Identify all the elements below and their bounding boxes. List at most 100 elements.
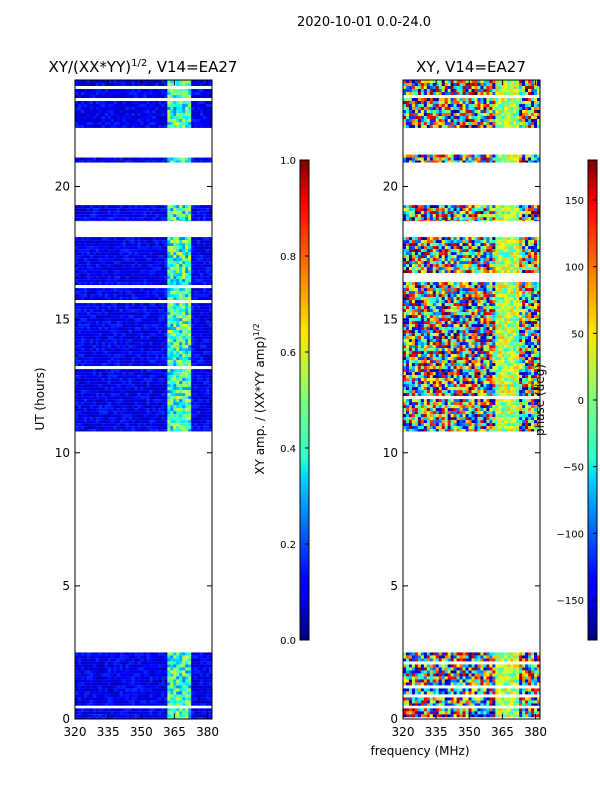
heatmap-cell xyxy=(101,113,106,116)
heatmap-cell xyxy=(191,98,195,101)
heatmap-cell xyxy=(92,321,97,325)
heatmap-cell xyxy=(191,291,195,295)
heatmap-cell xyxy=(137,279,141,283)
heatmap-cell xyxy=(191,217,195,221)
heatmap-cell xyxy=(75,267,79,271)
heatmap-cell xyxy=(146,330,150,334)
heatmap-cell xyxy=(167,255,171,259)
heatmap-cell xyxy=(161,306,165,310)
heatmap-cell xyxy=(185,246,189,250)
heatmap-cell xyxy=(113,351,117,355)
heatmap-cell xyxy=(152,86,156,89)
heatmap-cell xyxy=(89,267,94,271)
heatmap-cell xyxy=(203,291,207,295)
heatmap-cell xyxy=(209,306,213,310)
heatmap-cell xyxy=(200,714,204,718)
heatmap-cell xyxy=(152,348,156,352)
heatmap-cell xyxy=(119,240,123,244)
heatmap-cell xyxy=(116,312,120,316)
heatmap-cell xyxy=(167,408,171,412)
heatmap-cell xyxy=(80,711,85,715)
heatmap-cell xyxy=(110,414,115,418)
heatmap-cell xyxy=(191,267,195,271)
heatmap-cell xyxy=(191,408,195,412)
heatmap-cell xyxy=(161,363,165,367)
heatmap-cell xyxy=(95,345,100,349)
heatmap-cell xyxy=(92,261,97,265)
heatmap-cell xyxy=(113,664,117,668)
heatmap-cell xyxy=(191,694,195,698)
heatmap-cell xyxy=(200,711,204,715)
heatmap-cell xyxy=(173,679,177,683)
heatmap-cell xyxy=(176,348,180,352)
heatmap-cell xyxy=(161,655,165,659)
heatmap-cell xyxy=(203,330,207,334)
heatmap-cell xyxy=(113,306,117,310)
heatmap-cell xyxy=(116,276,120,280)
heatmap-cell xyxy=(158,309,162,313)
heatmap-cell xyxy=(182,208,186,212)
heatmap-cell xyxy=(77,670,82,674)
heatmap-cell xyxy=(86,217,91,221)
heatmap-cell xyxy=(83,92,88,95)
heatmap-cell xyxy=(83,104,88,107)
heatmap-cell xyxy=(137,417,141,421)
heatmap-cell xyxy=(89,378,94,382)
heatmap-cell xyxy=(125,89,129,92)
heatmap-cell xyxy=(89,208,94,212)
heatmap-cell xyxy=(194,205,198,209)
heatmap-cell xyxy=(92,205,97,209)
heatmap-cell xyxy=(137,288,141,292)
heatmap-cell xyxy=(179,360,183,364)
heatmap-cell xyxy=(167,252,171,256)
heatmap-cell xyxy=(203,315,207,319)
heatmap-cell xyxy=(173,315,177,319)
heatmap-cell xyxy=(194,682,198,686)
heatmap-cell xyxy=(170,217,174,221)
heatmap-cell xyxy=(194,86,198,89)
heatmap-cell xyxy=(104,387,109,391)
heatmap-cell xyxy=(188,711,192,715)
heatmap-cell xyxy=(125,411,129,415)
heatmap-cell xyxy=(75,408,79,412)
heatmap-cell xyxy=(77,327,82,331)
heatmap-cell xyxy=(80,273,85,277)
heatmap-cell xyxy=(152,363,156,367)
heatmap-cell xyxy=(191,417,195,421)
heatmap-cell xyxy=(116,297,120,301)
heatmap-cell xyxy=(161,264,165,268)
heatmap-cell xyxy=(101,661,106,665)
heatmap-cell xyxy=(128,426,132,430)
heatmap-cell xyxy=(194,208,198,212)
heatmap-cell xyxy=(95,685,100,689)
heatmap-cell xyxy=(113,688,117,692)
heatmap-cell xyxy=(209,673,213,677)
heatmap-cell xyxy=(125,369,129,373)
heatmap-cell xyxy=(143,327,147,331)
heatmap-cell xyxy=(143,414,147,418)
heatmap-cell xyxy=(75,420,79,424)
heatmap-cell xyxy=(77,321,82,325)
heatmap-cell xyxy=(206,104,210,107)
heatmap-cell xyxy=(146,240,150,244)
heatmap-cell xyxy=(200,408,204,412)
heatmap-cell xyxy=(104,694,109,698)
heatmap-cell xyxy=(197,288,201,292)
heatmap-cell xyxy=(80,402,85,406)
heatmap-cell xyxy=(194,243,198,247)
heatmap-cell xyxy=(161,688,165,692)
heatmap-cell xyxy=(86,243,91,247)
heatmap-cell xyxy=(158,670,162,674)
heatmap-cell xyxy=(83,154,88,158)
heatmap-cell xyxy=(134,682,138,686)
heatmap-cell xyxy=(194,255,198,259)
heatmap-cell xyxy=(200,372,204,376)
heatmap-cell xyxy=(113,312,117,316)
heatmap-cell xyxy=(203,217,207,221)
heatmap-cell xyxy=(206,110,210,113)
heatmap-cell xyxy=(164,306,168,310)
heatmap-cell xyxy=(83,351,88,355)
heatmap-cell xyxy=(116,717,120,719)
heatmap-cell xyxy=(116,679,120,683)
heatmap-cell xyxy=(146,399,150,403)
